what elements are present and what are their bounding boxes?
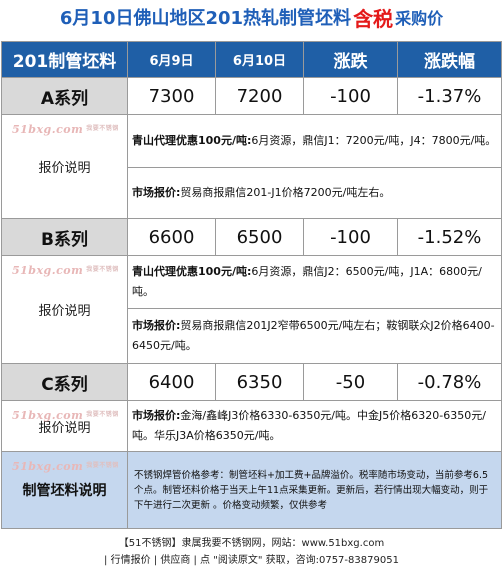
- watermark: 51bxg.com 我要不锈钢: [12, 264, 119, 277]
- price-jun10: 6350: [215, 363, 304, 401]
- detail-row: 51bxg.com 我要不锈钢 报价说明 市场报价:金海/鑫峰J3价格6330-6…: [1, 400, 502, 452]
- footer-label: 51bxg.com 我要不锈钢 制管坯料说明: [1, 451, 128, 529]
- header-category: 201制管坯料: [1, 41, 128, 78]
- header-jun9: 6月9日: [127, 41, 216, 78]
- quote-note-label: 51bxg.com 我要不锈钢 报价说明: [1, 400, 128, 452]
- bottom-line-1: 【51不锈钢】隶属我要不锈钢网，网站：www.51bxg.com: [118, 538, 385, 549]
- market-note: 市场报价:贸易商报鼎信201J2窄带6500元/吨左右；鞍钢联众J2价格6400…: [127, 308, 502, 364]
- header-pct: 涨跌幅: [397, 41, 502, 78]
- title-highlight: 含税: [353, 6, 394, 31]
- table-row: C系列 6400 6350 -50 -0.78%: [1, 363, 502, 401]
- price-jun9: 7300: [127, 77, 216, 115]
- price-jun10: 6500: [215, 218, 304, 256]
- table-header: 201制管坯料 6月9日 6月10日 涨跌 涨跌幅: [1, 41, 502, 78]
- detail-row: 市场报价:贸易商报鼎信201J2窄带6500元/吨左右；鞍钢联众J2价格6400…: [2, 308, 502, 364]
- price-change: -50: [303, 363, 398, 401]
- table-row: B系列 6600 6500 -100 -1.52%: [1, 218, 502, 256]
- price-jun10: 7200: [215, 77, 304, 115]
- bottom-line-2: | 行情报价 | 供应商 | 点 "阅读原文" 获取，咨询:0757-83879…: [104, 555, 399, 566]
- title-tail: 采购价: [395, 9, 444, 28]
- series-name: C系列: [1, 363, 128, 401]
- quote-note-label: 51bxg.com 我要不锈钢 报价说明: [1, 114, 128, 219]
- series-name: A系列: [1, 77, 128, 115]
- detail-row: 51bxg.com 我要不锈钢 报价说明 青山代理优惠100元/吨:6月资源，鼎信…: [1, 114, 502, 219]
- header-change: 涨跌: [303, 41, 398, 78]
- market-note: 市场报价:金海/鑫峰J3价格6330-6350元/吨。中金J5价格6320-63…: [127, 400, 502, 452]
- price-change: -100: [303, 218, 398, 256]
- footer-row: 51bxg.com 我要不锈钢 制管坯料说明 不锈钢焊管价格参考：制管坯料+加工费…: [1, 451, 502, 529]
- title-main: 6月10日佛山地区201热轧制管坯料: [59, 8, 352, 29]
- price-pct: -1.52%: [397, 218, 502, 256]
- header-jun10: 6月10日: [215, 41, 304, 78]
- price-jun9: 6600: [127, 218, 216, 256]
- market-note: 市场报价:贸易商报鼎信201-J1价格7200元/吨左右。: [127, 167, 502, 219]
- footer-text: 不锈钢焊管价格参考：制管坯料+加工费+品牌溢价。税率随市场变动，当前参考6.5个…: [127, 451, 502, 529]
- agent-note: 青山代理优惠100元/吨:6月资源，鼎信J1：7200元/吨，J4：7800元/…: [127, 114, 502, 168]
- price-change: -100: [303, 77, 398, 115]
- watermark: 51bxg.com 我要不锈钢: [12, 409, 119, 422]
- table-row: A系列 7300 7200 -100 -1.37%: [1, 77, 502, 115]
- watermark: 51bxg.com 我要不锈钢: [12, 460, 119, 473]
- page-title: 6月10日佛山地区201热轧制管坯料 含税 采购价: [0, 0, 503, 34]
- series-name: B系列: [1, 218, 128, 256]
- detail-row: 市场报价:贸易商报鼎信201-J1价格7200元/吨左右。: [2, 167, 502, 219]
- price-jun9: 6400: [127, 363, 216, 401]
- price-pct: -0.78%: [397, 363, 502, 401]
- watermark: 51bxg.com 我要不锈钢: [12, 123, 119, 136]
- agent-note: 青山代理优惠100元/吨:6月资源，鼎信J2：6500元/吨，J1A：6800元…: [127, 255, 502, 309]
- bottom-info: 【51不锈钢】隶属我要不锈钢网，网站：www.51bxg.com | 行情报价 …: [0, 535, 503, 569]
- price-pct: -1.37%: [397, 77, 502, 115]
- quote-note-label: 51bxg.com 我要不锈钢 报价说明: [1, 255, 128, 364]
- price-table: 201制管坯料 6月9日 6月10日 涨跌 涨跌幅 A系列 7300 7200 …: [1, 41, 502, 529]
- detail-row: 51bxg.com 我要不锈钢 报价说明 青山代理优惠100元/吨:6月资源，鼎信…: [1, 255, 502, 364]
